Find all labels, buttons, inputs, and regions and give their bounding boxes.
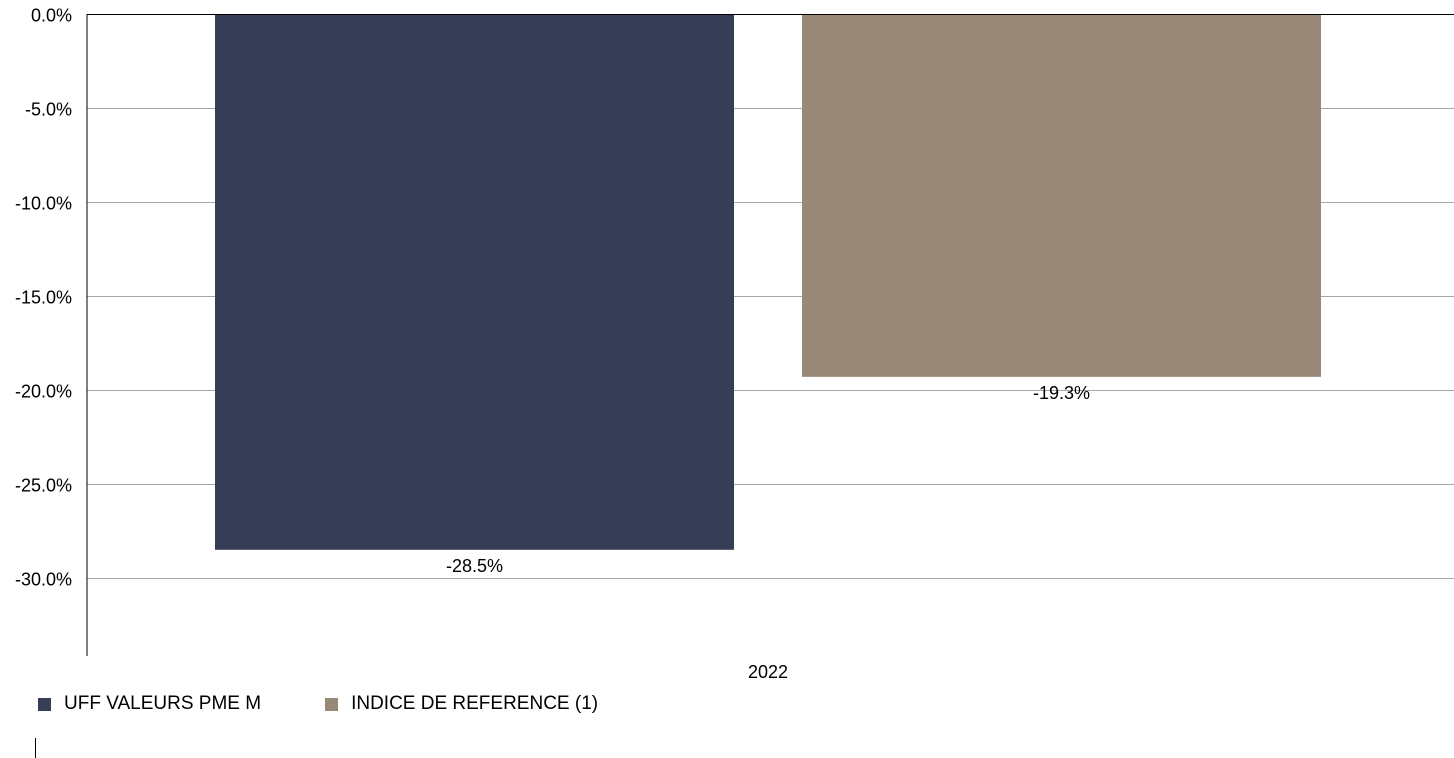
- data-labels: -28.5% -19.3%: [446, 383, 1090, 576]
- axes: [35, 14, 1454, 758]
- legend-label-series-2: INDICE DE REFERENCE (1): [351, 693, 599, 714]
- y-tick-label: -25.0%: [15, 476, 72, 496]
- x-tick-label: 2022: [748, 662, 788, 682]
- legend-label-series-1: UFF VALEURS PME M: [64, 693, 262, 714]
- y-tick-label: -15.0%: [15, 288, 72, 308]
- data-label-series-1: -28.5%: [446, 556, 503, 576]
- data-label-series-2: -19.3%: [1033, 383, 1090, 403]
- y-tick-label: -30.0%: [15, 570, 72, 590]
- legend-swatch-series-2: [325, 697, 339, 711]
- y-tick-label: -20.0%: [15, 382, 72, 402]
- legend-item-series-2: INDICE DE REFERENCE (1): [325, 693, 598, 715]
- legend: UFF VALEURS PME M INDICE DE REFERENCE (1…: [38, 693, 662, 715]
- y-tick-labels: 0.0% -5.0% -10.0% -15.0% -20.0% -25.0% -30.0%: [15, 6, 72, 590]
- legend-swatch-series-1: [38, 697, 51, 711]
- y-tick-label: -10.0%: [15, 194, 72, 214]
- legend-item-series-1: UFF VALEURS PME M: [38, 693, 261, 715]
- bar-series-2: [802, 14, 1321, 377]
- y-tick-label: 0.0%: [31, 6, 72, 26]
- y-tick-label: -5.0%: [25, 100, 72, 120]
- bar-series-1: [215, 14, 734, 550]
- bars: [215, 14, 1321, 550]
